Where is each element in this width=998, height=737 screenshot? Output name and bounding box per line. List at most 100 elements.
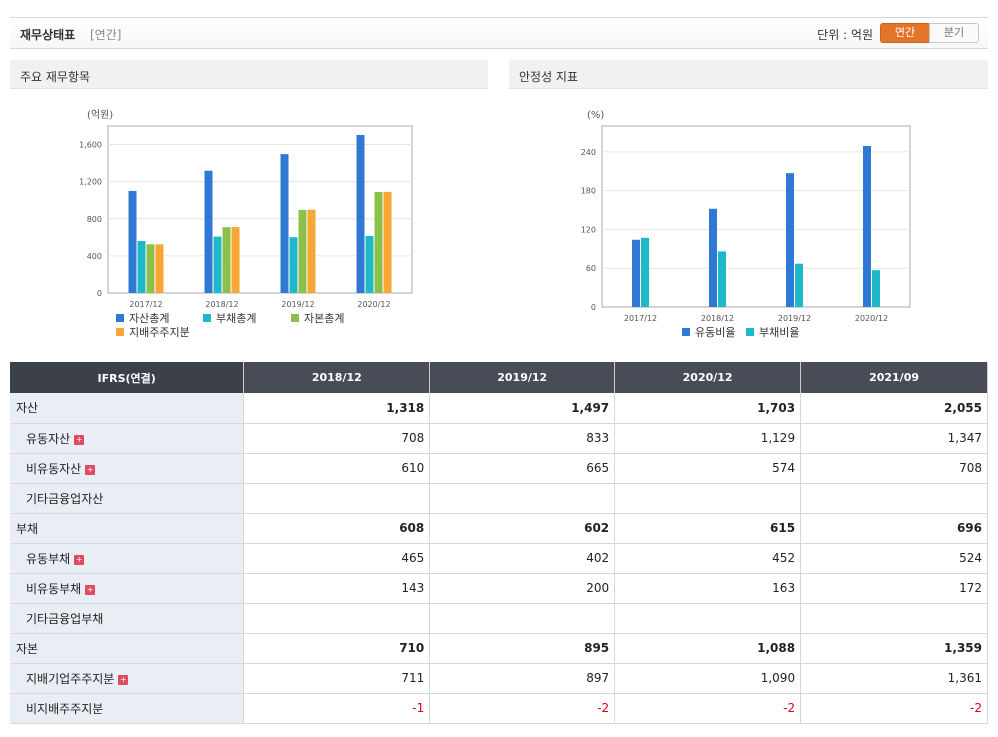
x-tick-label: 2019/12 [281, 300, 314, 309]
bar [231, 227, 240, 293]
x-tick-label: 2020/12 [855, 314, 888, 323]
bar [709, 208, 717, 307]
table-row: 자본 710 895 1,088 1,359 [10, 633, 988, 664]
expand-row-icon[interactable]: + [118, 674, 129, 685]
column-header: 2019/12 [429, 362, 616, 393]
legend-swatch [203, 314, 211, 322]
bar [289, 237, 298, 293]
table-row: 비지배주주지분 -1 -2 -2 -2 [10, 693, 988, 724]
row-label: 지배기업주주지분 + [10, 663, 245, 694]
legend-swatch [116, 314, 124, 322]
bar [146, 244, 155, 293]
expand-row-icon[interactable]: + [74, 434, 85, 445]
x-tick-label: 2018/12 [205, 300, 238, 309]
bar [641, 237, 649, 307]
x-tick-label: 2019/12 [778, 314, 811, 323]
table-cell: 897 [429, 663, 616, 694]
table-cell: 833 [429, 423, 616, 454]
table-cell: 708 [800, 453, 988, 484]
table-cell: -2 [429, 693, 616, 724]
table-cell: 1,497 [429, 393, 616, 424]
table-cell: 200 [429, 573, 616, 604]
y-tick-label: 240 [581, 148, 596, 157]
column-header: 2021/09 [800, 362, 988, 393]
row-label-text: 유동자산 [26, 431, 71, 446]
y-tick-label: 800 [87, 215, 102, 224]
bar [298, 209, 307, 293]
table-row: 유동자산 +708 833 1,129 1,347 [10, 423, 988, 454]
expand-row-icon[interactable]: + [85, 464, 96, 475]
table-row: 부채 608 602 615 696 [10, 513, 988, 544]
expand-row-icon[interactable]: + [85, 584, 96, 595]
table-corner-header: IFRS(연결) [10, 362, 245, 393]
x-tick-label: 2017/12 [624, 314, 657, 323]
legend-label: 유동비율 [695, 326, 735, 339]
row-label-text: 비지배주주지분 [26, 701, 104, 716]
table-row: 자산 1,318 1,497 1,703 2,055 [10, 393, 988, 424]
row-label-text: 비유동자산 [26, 461, 82, 476]
key-items-chart: 0 400 800 1,200 1,600 (억원) 2017/12 2018/12 2019/… [79, 109, 413, 339]
table-cell: 895 [429, 633, 616, 664]
table-cell: 1,359 [800, 633, 988, 664]
y-tick-label: 400 [87, 252, 102, 261]
column-header: 2018/12 [243, 362, 431, 393]
row-label-text: 비유동부채 [26, 581, 82, 596]
table-cell: 143 [243, 573, 431, 604]
legend-label: 부채비율 [759, 326, 799, 339]
bar [365, 235, 374, 293]
table-cell: -1 [243, 693, 431, 724]
y-tick-label: 1,600 [79, 141, 102, 150]
table-cell [614, 603, 802, 634]
table-cell [429, 603, 616, 634]
bar [137, 241, 146, 293]
table-row: 비유동부채 +143 200 163 172 [10, 573, 988, 604]
table-header-row: IFRS(연결) 2018/12 2019/12 2020/12 2021/09 [10, 362, 988, 393]
table-cell: 710 [243, 633, 431, 664]
row-label: 비유동부채 + [10, 573, 245, 604]
y-tick-label: 60 [586, 264, 596, 273]
legend-label: 부채총계 [216, 312, 256, 325]
table-row: 기타금융업자산 [10, 483, 988, 514]
row-label: 기타금융업자산 [10, 483, 245, 514]
expand-row-icon[interactable]: + [74, 554, 85, 565]
row-label: 부채 [10, 513, 245, 544]
table-cell: 1,361 [800, 663, 988, 694]
y-tick-label: 0 [591, 303, 596, 312]
table-cell: 452 [614, 543, 802, 574]
legend-label: 지배주주지분 [129, 326, 190, 339]
bar [374, 192, 383, 293]
table-row: 지배기업주주지분 +711 897 1,090 1,361 [10, 663, 988, 694]
toggle-annual-button[interactable]: 연간 [880, 23, 930, 43]
row-label: 자본 [10, 633, 245, 664]
bar [280, 154, 289, 293]
bar [356, 134, 365, 293]
table-cell: 711 [243, 663, 431, 694]
row-label-text: 자본 [16, 641, 39, 656]
row-label-text: 자산 [16, 401, 39, 416]
bar [307, 209, 316, 293]
table-row: 비유동자산 +610 665 574 708 [10, 453, 988, 484]
row-label-text: 지배기업주주지분 [26, 671, 115, 686]
legend-swatch [291, 314, 299, 322]
bar [204, 170, 213, 293]
legend-swatch [682, 328, 690, 336]
row-label-text: 부채 [16, 521, 39, 536]
row-label: 유동자산 + [10, 423, 245, 454]
legend-label: 자산총계 [129, 312, 169, 325]
row-label: 자산 [10, 393, 245, 424]
toggle-quarter-button[interactable]: 분기 [929, 23, 979, 43]
table-cell: 465 [243, 543, 431, 574]
table-cell [243, 603, 431, 634]
table-cell: 1,129 [614, 423, 802, 454]
x-tick-label: 2018/12 [701, 314, 734, 323]
x-tick-label: 2020/12 [357, 300, 390, 309]
bar [795, 263, 803, 307]
table-cell [243, 483, 431, 514]
table-cell: 610 [243, 453, 431, 484]
stability-panel: 안정성 지표 0 60 120 180 240 (%) 2017/12 2018/12 2019… [509, 60, 988, 360]
table-cell: -2 [614, 693, 802, 724]
table-row: 기타금융업부채 [10, 603, 988, 634]
bar [786, 173, 794, 307]
bar [222, 227, 231, 293]
legend-swatch [116, 328, 124, 336]
